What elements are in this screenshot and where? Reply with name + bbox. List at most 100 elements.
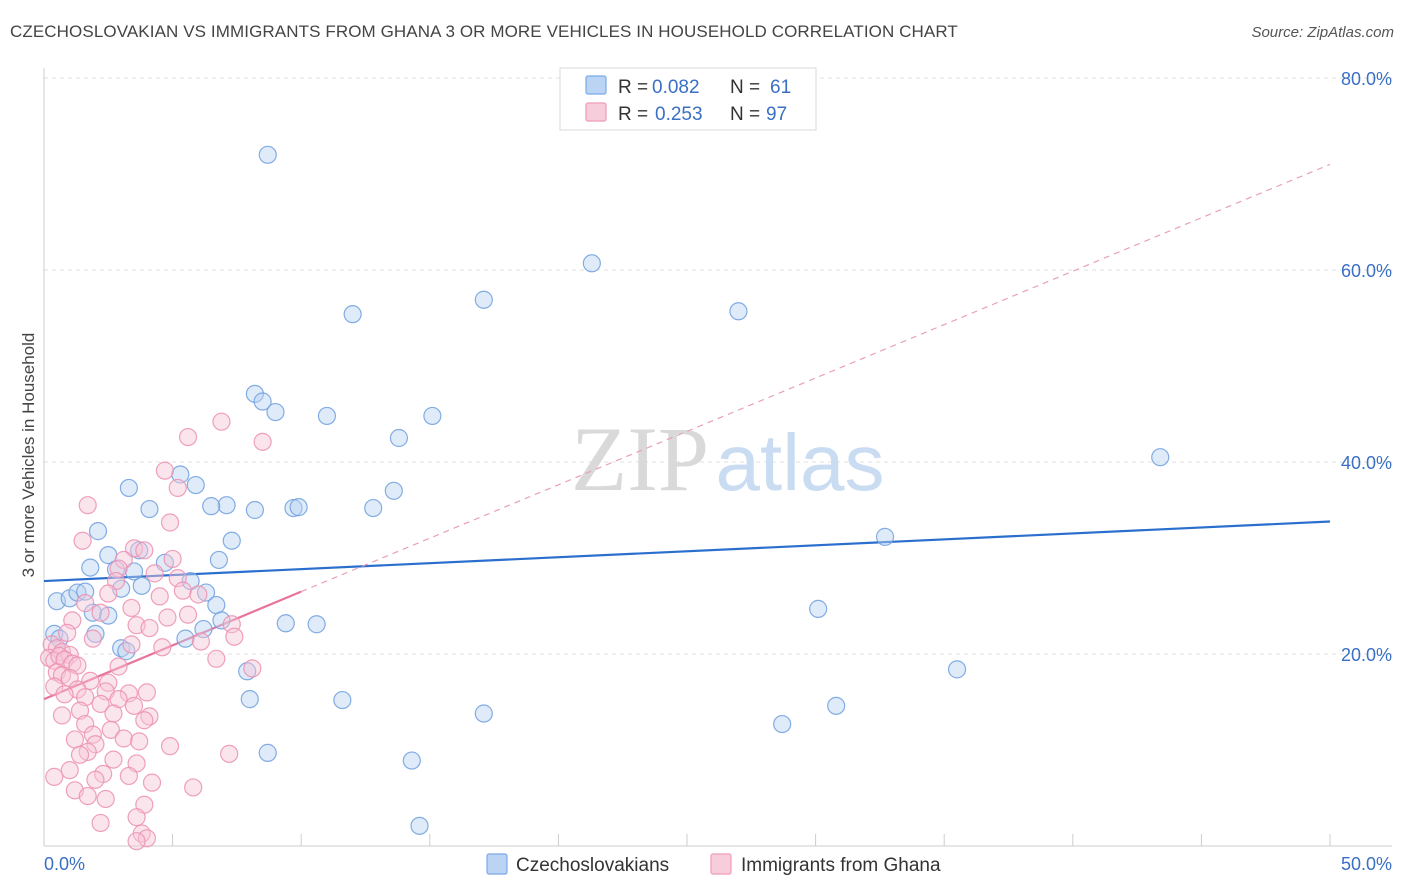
series-legend-label: Czechoslovakians <box>516 855 669 876</box>
ghana-point <box>70 701 90 720</box>
series-legend-swatch-ghana <box>710 853 732 875</box>
czechoslovakian-point <box>402 751 421 770</box>
legend-n-value: 97 <box>766 104 787 125</box>
ghana-point <box>114 550 133 570</box>
ghana-point <box>160 513 180 532</box>
czechoslovakian-point <box>410 816 429 835</box>
ghana-point <box>225 627 244 646</box>
chart-title: CZECHOSLOVAKIAN VS IMMIGRANTS FROM GHANA… <box>10 22 958 41</box>
ghana-point <box>96 789 115 809</box>
source-label: Source: ZipAtlas.com <box>1251 24 1394 41</box>
ghana-point <box>104 704 123 723</box>
gridlines <box>44 77 1392 655</box>
legend-n-label: N = <box>730 77 760 98</box>
czechoslovakian-point <box>827 696 846 715</box>
ghana-point <box>83 629 102 648</box>
ghana-points <box>40 412 272 851</box>
ghana-point <box>191 632 210 651</box>
czechoslovakian-point <box>238 662 257 681</box>
czechoslovakian-point <box>474 704 493 723</box>
ghana-point <box>55 685 74 704</box>
ghana-point <box>178 427 198 447</box>
czechoslovakian-point <box>209 550 228 570</box>
ghana-point <box>207 649 226 668</box>
ghana-point <box>163 549 182 569</box>
legend-swatch-ghana <box>585 102 607 122</box>
czechoslovakian-point <box>266 402 285 422</box>
ghana-point <box>78 496 97 515</box>
ghana-point <box>78 786 97 806</box>
legend-r-value: 0.082 <box>652 77 700 98</box>
ghana-point <box>99 584 118 603</box>
ghana-point <box>158 608 177 627</box>
ghana-point <box>60 761 79 780</box>
ghana-point <box>45 677 64 696</box>
ghana-point <box>114 729 133 748</box>
czechoslovakian-point <box>423 406 442 426</box>
ghana-point <box>220 744 239 763</box>
czechoslovakian-point <box>729 302 748 321</box>
czechoslovakian-point <box>88 522 108 541</box>
ghana-point <box>124 696 144 715</box>
ghana-point <box>109 657 128 676</box>
series-legend-label: Immigrants from Ghana <box>741 855 941 876</box>
ghana-point <box>153 638 172 657</box>
ghana-point <box>86 770 105 789</box>
stats-legend: R = 0.082 N = 61 R = 0.253 N = 97 <box>559 67 817 131</box>
czechoslovakian-point <box>773 714 792 734</box>
ghana-point <box>243 659 262 678</box>
czechoslovakian-point <box>343 305 362 324</box>
czechoslovakian-point <box>474 290 493 309</box>
legend-n-label: N = <box>730 104 760 125</box>
series-legend: Czechoslovakians Immigrants from Ghana <box>486 853 941 876</box>
czechoslovakian-point <box>119 478 138 498</box>
ghana-point <box>168 478 187 498</box>
y-axis-title: 3 or more Vehicles in Household <box>19 333 38 578</box>
ghana-point <box>91 603 110 622</box>
y-tick-label: 60.0% <box>1341 261 1392 281</box>
ghana-point <box>104 750 123 769</box>
czechoslovakian-point <box>582 254 601 273</box>
czechoslovakian-point <box>875 527 895 546</box>
ghana-point <box>173 581 192 600</box>
czechoslovakian-point <box>389 428 409 448</box>
ghana-point <box>122 635 141 654</box>
czechoslovakian-point <box>81 558 100 577</box>
ghana-point <box>189 585 208 604</box>
x-tick-label-min: 0.0% <box>44 854 85 874</box>
czechoslovakian-point <box>276 614 295 633</box>
ghana-point <box>81 671 100 690</box>
czechoslovakian-point <box>140 499 159 519</box>
ghana-point <box>137 829 156 848</box>
ghana-point <box>76 594 95 613</box>
ghana-point <box>45 767 64 786</box>
czechoslovakian-point <box>253 392 272 411</box>
y-tick-labels: 20.0% 40.0% 60.0% 80.0% <box>1341 69 1392 665</box>
czechoslovakian-point <box>317 406 337 426</box>
legend-swatch-czechoslovakians <box>585 75 607 95</box>
czechoslovakians-points <box>45 145 1170 835</box>
ghana-point <box>101 720 120 739</box>
ghana-point <box>178 605 198 624</box>
ghana-point <box>122 598 141 618</box>
czechoslovakian-point <box>289 498 308 517</box>
y-tick-label: 20.0% <box>1341 645 1392 665</box>
czechoslovakian-point <box>176 629 195 648</box>
czechoslovakian-point <box>86 624 105 643</box>
ghana-point <box>86 735 105 754</box>
ghana-point <box>91 813 110 833</box>
ghana-point <box>212 412 231 431</box>
czechoslovakian-point <box>124 562 144 581</box>
ghana-point <box>135 711 154 730</box>
czechoslovakian-point <box>384 481 403 500</box>
ghana-point <box>130 732 149 751</box>
trend-line-ghana-extended <box>300 163 1331 593</box>
ghana-point <box>119 766 138 786</box>
czechoslovakian-point <box>217 496 236 515</box>
ghana-point <box>127 808 146 827</box>
czechoslovakian-point <box>245 500 265 520</box>
ghana-point <box>52 706 72 725</box>
czechoslovakian-point <box>284 498 303 518</box>
ghana-point <box>253 432 272 451</box>
czechoslovakian-point <box>112 639 131 658</box>
